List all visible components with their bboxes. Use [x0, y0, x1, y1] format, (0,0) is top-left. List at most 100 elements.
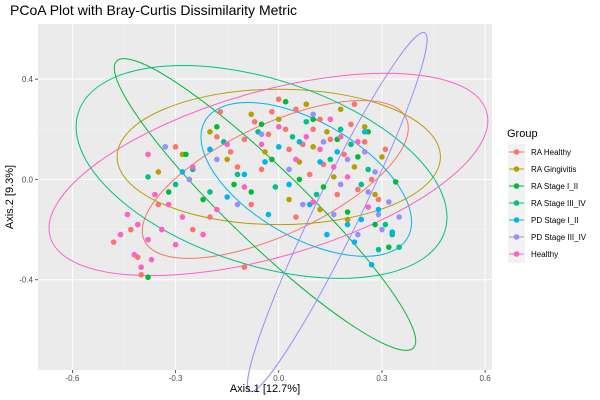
- data-point: [355, 154, 361, 160]
- data-point: [303, 118, 310, 125]
- data-point: [186, 176, 193, 183]
- data-point: [159, 226, 165, 233]
- data-point: [234, 171, 241, 178]
- data-point: [183, 151, 189, 158]
- legend-item: RA Gingivitis: [508, 161, 576, 178]
- legend-item: RA Healthy: [508, 144, 571, 161]
- x-tick-label: 0.0: [273, 374, 285, 383]
- y-axis-title: Axis.2 [9.3%]: [4, 165, 16, 229]
- data-point: [172, 144, 179, 150]
- data-point: [124, 211, 131, 218]
- data-point: [361, 129, 368, 135]
- data-point: [386, 244, 392, 250]
- data-point: [327, 156, 334, 163]
- data-point: [341, 151, 347, 158]
- x-tick-label: 0.6: [480, 374, 492, 383]
- legend-item: PD Stage I_II: [508, 212, 579, 229]
- legend-label: RA Stage III_IV: [531, 199, 586, 208]
- data-point: [262, 159, 268, 165]
- data-point: [262, 149, 268, 155]
- y-tick-label: -0.4: [19, 276, 33, 285]
- data-point: [330, 174, 337, 180]
- data-point: [303, 101, 310, 108]
- data-point: [189, 226, 196, 233]
- legend-label: RA Gingivitis: [531, 165, 576, 174]
- data-point: [310, 126, 316, 133]
- ellipse: [116, 88, 441, 226]
- data-point: [258, 141, 265, 148]
- data-point: [224, 194, 230, 200]
- legend-items: RA Healthy RA Gingivitis RA Stage I_II RA S…: [508, 144, 587, 263]
- data-point: [189, 164, 196, 170]
- legend-label: RA Stage I_II: [531, 182, 578, 191]
- data-point: [351, 239, 358, 245]
- data-point: [337, 134, 344, 140]
- data-point: [303, 134, 310, 140]
- data-point: [365, 204, 371, 210]
- data-point: [248, 111, 255, 118]
- data-points: [110, 96, 402, 281]
- data-point: [327, 136, 334, 143]
- data-point: [306, 171, 313, 178]
- data-point: [200, 196, 206, 203]
- data-point: [251, 118, 258, 125]
- data-point: [289, 134, 296, 140]
- ellipse: [141, 100, 409, 259]
- data-point: [152, 191, 158, 198]
- data-point: [207, 189, 213, 195]
- data-point: [258, 121, 265, 128]
- data-point: [396, 214, 402, 220]
- data-point: [145, 274, 151, 281]
- data-point: [372, 169, 378, 175]
- data-point: [330, 211, 337, 218]
- data-point: [275, 96, 282, 103]
- data-point: [258, 166, 265, 173]
- legend-key-point: [513, 200, 520, 206]
- data-point: [275, 116, 282, 123]
- legend-title: Group: [507, 128, 538, 140]
- data-point: [286, 146, 292, 153]
- data-point: [365, 189, 371, 195]
- data-point: [227, 149, 234, 155]
- data-point: [310, 111, 316, 118]
- data-point: [375, 196, 382, 203]
- data-point: [296, 176, 303, 183]
- data-point: [282, 126, 289, 133]
- data-point: [351, 164, 358, 170]
- legend-key-point: [513, 251, 520, 257]
- data-point: [324, 231, 330, 238]
- ellipse: [246, 31, 428, 393]
- data-point: [372, 191, 378, 198]
- data-point: [117, 231, 124, 238]
- ellipse: [113, 58, 417, 351]
- data-point: [172, 241, 179, 248]
- data-point: [293, 214, 299, 220]
- data-point: [138, 264, 144, 271]
- data-point: [355, 231, 361, 238]
- data-point: [375, 206, 382, 213]
- data-point: [344, 209, 351, 215]
- data-point: [375, 211, 382, 218]
- data-point: [165, 189, 172, 195]
- data-point: [348, 121, 354, 128]
- data-point: [379, 226, 385, 233]
- data-point: [344, 216, 351, 223]
- x-axis-title: Axis.1 [12.7%]: [230, 383, 300, 395]
- data-point: [231, 181, 237, 188]
- data-point: [375, 246, 382, 253]
- data-point: [241, 184, 248, 190]
- data-point: [334, 149, 341, 155]
- data-point: [293, 156, 299, 163]
- data-point: [379, 154, 385, 160]
- legend-label: PD Stage III_IV: [531, 233, 587, 242]
- data-point: [344, 221, 351, 228]
- data-point: [172, 181, 179, 188]
- legend-label: RA Healthy: [531, 148, 571, 157]
- data-point: [179, 169, 186, 175]
- data-point: [334, 191, 341, 198]
- data-point: [286, 196, 292, 203]
- data-point: [372, 221, 378, 228]
- y-axis-ticks: -0.4 0.0 0.4: [19, 75, 38, 285]
- data-point: [207, 129, 213, 135]
